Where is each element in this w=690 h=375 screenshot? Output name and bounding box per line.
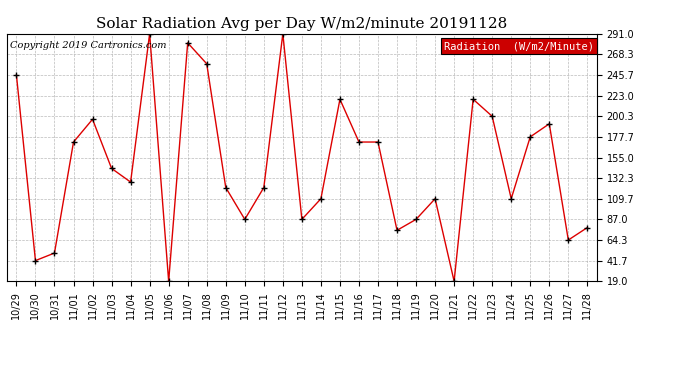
Text: Copyright 2019 Cartronics.com: Copyright 2019 Cartronics.com	[10, 41, 166, 50]
Title: Solar Radiation Avg per Day W/m2/minute 20191128: Solar Radiation Avg per Day W/m2/minute …	[96, 17, 508, 31]
Text: Radiation  (W/m2/Minute): Radiation (W/m2/Minute)	[444, 41, 594, 51]
